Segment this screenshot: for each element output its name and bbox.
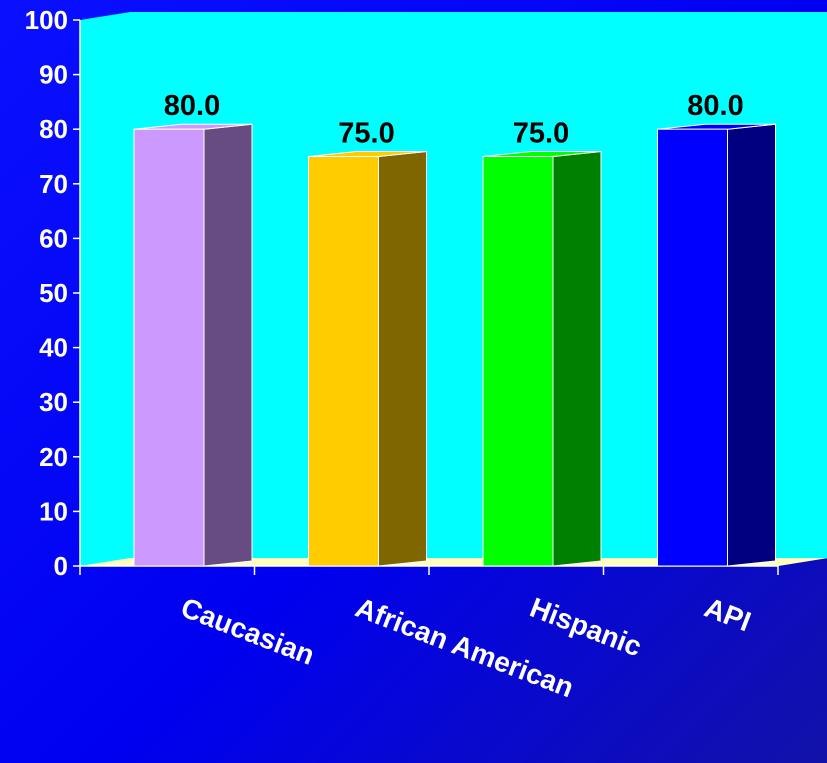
y-tick-label: 0 <box>54 551 68 581</box>
bar-hispanic <box>482 150 602 567</box>
bar-side <box>552 150 602 567</box>
plot-area <box>80 12 827 566</box>
data-label: 75.0 <box>513 118 569 150</box>
y-tick-label: 80 <box>39 114 68 144</box>
y-tick-label: 20 <box>39 442 68 472</box>
y-tick-label: 90 <box>39 60 68 90</box>
y-tick-label: 30 <box>39 387 68 417</box>
y-tick-label: 50 <box>39 278 68 308</box>
data-label: 80.0 <box>164 90 220 122</box>
bar-front <box>133 128 205 567</box>
bar-api <box>657 123 776 567</box>
data-labels: 80.0 75.0 75.0 80.0 <box>164 90 744 149</box>
category-label: Hispanic <box>526 592 646 663</box>
y-tick-label: 100 <box>25 5 68 35</box>
y-axis-ticks: 0 10 20 30 40 50 60 70 80 90 100 <box>25 5 80 581</box>
bar-side <box>378 150 427 567</box>
bar-caucasian <box>133 123 253 567</box>
bar-series <box>133 123 776 567</box>
bar-side <box>203 123 253 567</box>
bar-african-american <box>308 150 427 567</box>
bar-front <box>657 128 728 567</box>
y-tick-label: 70 <box>39 169 68 199</box>
category-label: Caucasian <box>177 592 319 671</box>
bar-side <box>727 123 776 567</box>
x-axis-ticks <box>79 566 779 575</box>
y-tick-label: 40 <box>39 333 68 363</box>
bar-front <box>482 156 554 567</box>
data-label: 80.0 <box>687 90 743 122</box>
y-tick-label: 10 <box>39 496 68 526</box>
category-label: API <box>700 592 755 638</box>
bar-front <box>308 156 379 567</box>
chart-floor <box>80 558 827 566</box>
data-label: 75.0 <box>338 118 394 150</box>
y-tick-label: 60 <box>39 223 68 253</box>
